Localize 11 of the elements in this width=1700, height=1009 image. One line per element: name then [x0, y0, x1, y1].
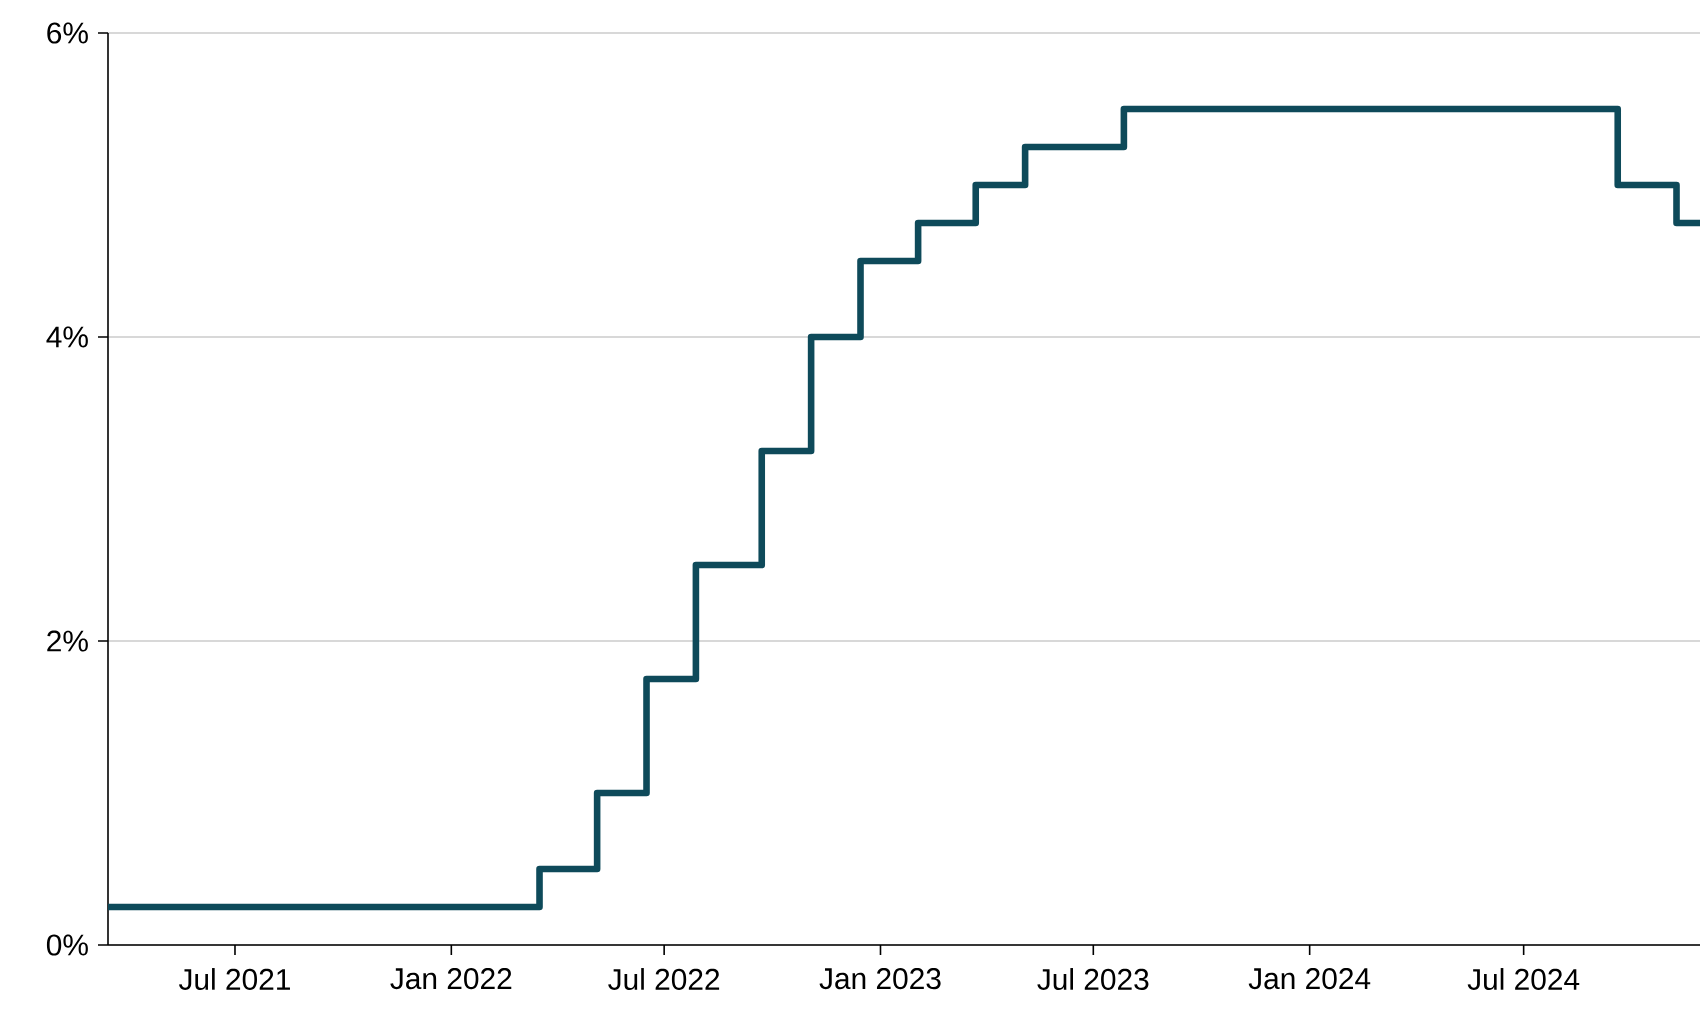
x-tick-label: Jan 2024: [1248, 968, 1371, 990]
y-tick-label: 4%: [46, 326, 88, 348]
y-tick-label: 6%: [47, 22, 88, 44]
y-tick-label: 0%: [46, 934, 88, 956]
y-tick-label: 2%: [47, 630, 88, 652]
x-tick-label: Jul 2024: [1467, 968, 1580, 990]
x-tick-label: Jul 2022: [608, 968, 720, 990]
x-tick-label: Jan 2023: [819, 968, 941, 990]
x-tick-label: Jul 2021: [178, 968, 290, 990]
x-tick-label: Jul 2023: [1037, 968, 1149, 990]
x-tick-label: Jan 2022: [390, 968, 512, 990]
